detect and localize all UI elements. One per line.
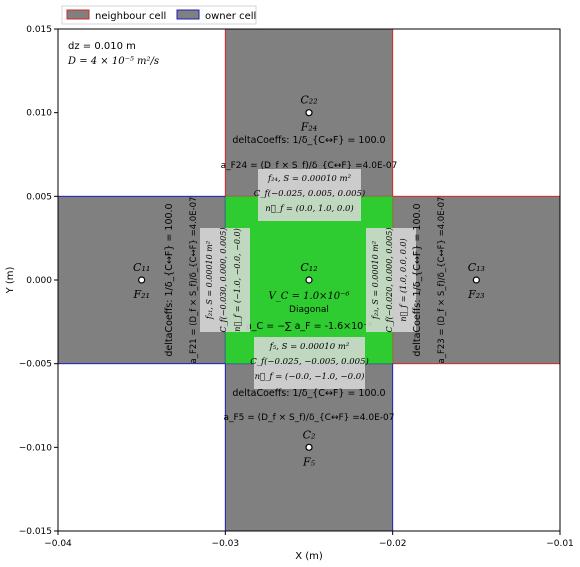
x-tick-label: −0.04 xyxy=(44,539,72,549)
y-tick-label: 0.005 xyxy=(26,192,52,202)
face-info-line: n⃗_f = (0.0, 1.0, 0.0) xyxy=(265,203,354,214)
coeff-left: a_F21 = (D_f × S_f)/δ_{C↔F} =4.0E-07 xyxy=(189,197,199,364)
legend: neighbour cell owner cell xyxy=(61,5,257,25)
delta-coeff-right: deltaCoeffs: 1/δ_{C↔F} = 100.0 xyxy=(412,203,423,356)
y-tick-label: −0.005 xyxy=(19,360,52,370)
face-info-box xyxy=(254,337,365,389)
legend-swatch-owner xyxy=(176,9,200,20)
face-label: F₅ xyxy=(302,455,316,468)
face-label: F₂₃ xyxy=(467,288,484,301)
cell-center-point xyxy=(472,276,480,284)
x-tick-label: −0.03 xyxy=(212,539,240,549)
y-tick-label: −0.010 xyxy=(19,443,53,453)
face-info-line: C_f(−0.025, −0.005, 0.005) xyxy=(250,356,369,367)
coeff-right: a_F23 = (D_f × S_f)/δ_{C↔F} =4.0E-07 xyxy=(437,197,447,364)
y-tick-label: −0.015 xyxy=(19,527,52,537)
y-tick-label: 0.015 xyxy=(26,25,52,35)
face-info-box xyxy=(258,169,361,221)
cell-center-point xyxy=(305,109,313,117)
x-tick-label: −0.02 xyxy=(379,539,407,549)
y-tick-label: 0.000 xyxy=(26,276,52,286)
face-label: F₂₁ xyxy=(132,288,149,301)
cell-center-point xyxy=(305,443,313,451)
face-info-line: n⃗_f = (−0.0, −1.0, −0.0) xyxy=(255,371,365,382)
face-info-box xyxy=(200,228,250,332)
face-info-line: n⃗_f = (−1.0, −0.0, −0.0) xyxy=(233,228,242,331)
diagonal-coeff: a_C = −∑ a_F = -1.6×10⁻⁶ xyxy=(246,321,372,332)
center-label: C₁₁ xyxy=(133,261,150,274)
face-info-line: n⃗_f = (1.0, 0.0, 0.0) xyxy=(399,238,408,321)
coeff-top: a_F24 = (D_f × S_f)/δ_{C↔F} =4.0E-07 xyxy=(221,161,398,171)
cell-center-point xyxy=(305,276,313,284)
center-label: C₂ xyxy=(303,428,316,441)
coeff-bottom: a_F5 = (D_f × S_f)/δ_{C↔F} =4.0E-07 xyxy=(223,413,394,423)
y-axis-label: Y (m) xyxy=(5,266,16,294)
face-info-line: C_f(−0.020, 0.000, 0.005) xyxy=(385,228,394,333)
legend-label-neighbour: neighbour cell xyxy=(95,11,166,22)
delta-coeff-top: deltaCoeffs: 1/δ_{C↔F} = 100.0 xyxy=(232,135,385,146)
face-info-box xyxy=(366,228,416,332)
face-info-line: C_f(−0.030, 0.000, 0.005) xyxy=(219,228,228,333)
center-label: C₁₂ xyxy=(300,261,317,274)
face-info-line: C_f(−0.025, 0.005, 0.005) xyxy=(254,188,365,199)
face-label: F₂₄ xyxy=(300,121,317,134)
face-info-line: f₂₁, S = 0.00010 m² xyxy=(205,241,214,320)
y-tick-label: 0.010 xyxy=(26,109,52,119)
x-axis-label: X (m) xyxy=(295,551,323,562)
legend-label-owner: owner cell xyxy=(205,11,256,22)
info-diffusivity: D = 4 × 10⁻⁵ m²/s xyxy=(67,56,159,67)
cell-volume: V_C = 1.0×10⁻⁶ xyxy=(269,291,350,302)
center-label: C₁₃ xyxy=(468,261,485,274)
ticks-layer: −0.04 −0.03 −0.02 −0.01 −0.015 −0.010 −0.005 0.… xyxy=(19,25,574,549)
center-label: C₂₂ xyxy=(300,94,317,107)
delta-coeff-left: deltaCoeffs: 1/δ_{C↔F} = 100.0 xyxy=(164,203,175,356)
info-dz: dz = 0.010 m xyxy=(68,41,136,52)
face-info-line: f₂₄, S = 0.00010 m² xyxy=(267,174,352,184)
face-info-line: f₅, S = 0.00010 m² xyxy=(269,342,350,352)
legend-frame xyxy=(61,5,257,25)
diagonal-label: Diagonal xyxy=(289,305,329,315)
face-info-line: f₂₃, S = 0.00010 m² xyxy=(371,241,380,320)
cell-center-point xyxy=(138,276,146,284)
delta-coeff-bottom: deltaCoeffs: 1/δ_{C↔F} = 100.0 xyxy=(232,388,385,399)
annotations-layer: dz = 0.010 m D = 4 × 10⁻⁵ m²/s C₂₂ F₂₄ C₁₁ F₂… xyxy=(67,41,485,468)
legend-swatch-neighbour xyxy=(66,9,90,20)
x-tick-label: −0.01 xyxy=(546,539,574,549)
